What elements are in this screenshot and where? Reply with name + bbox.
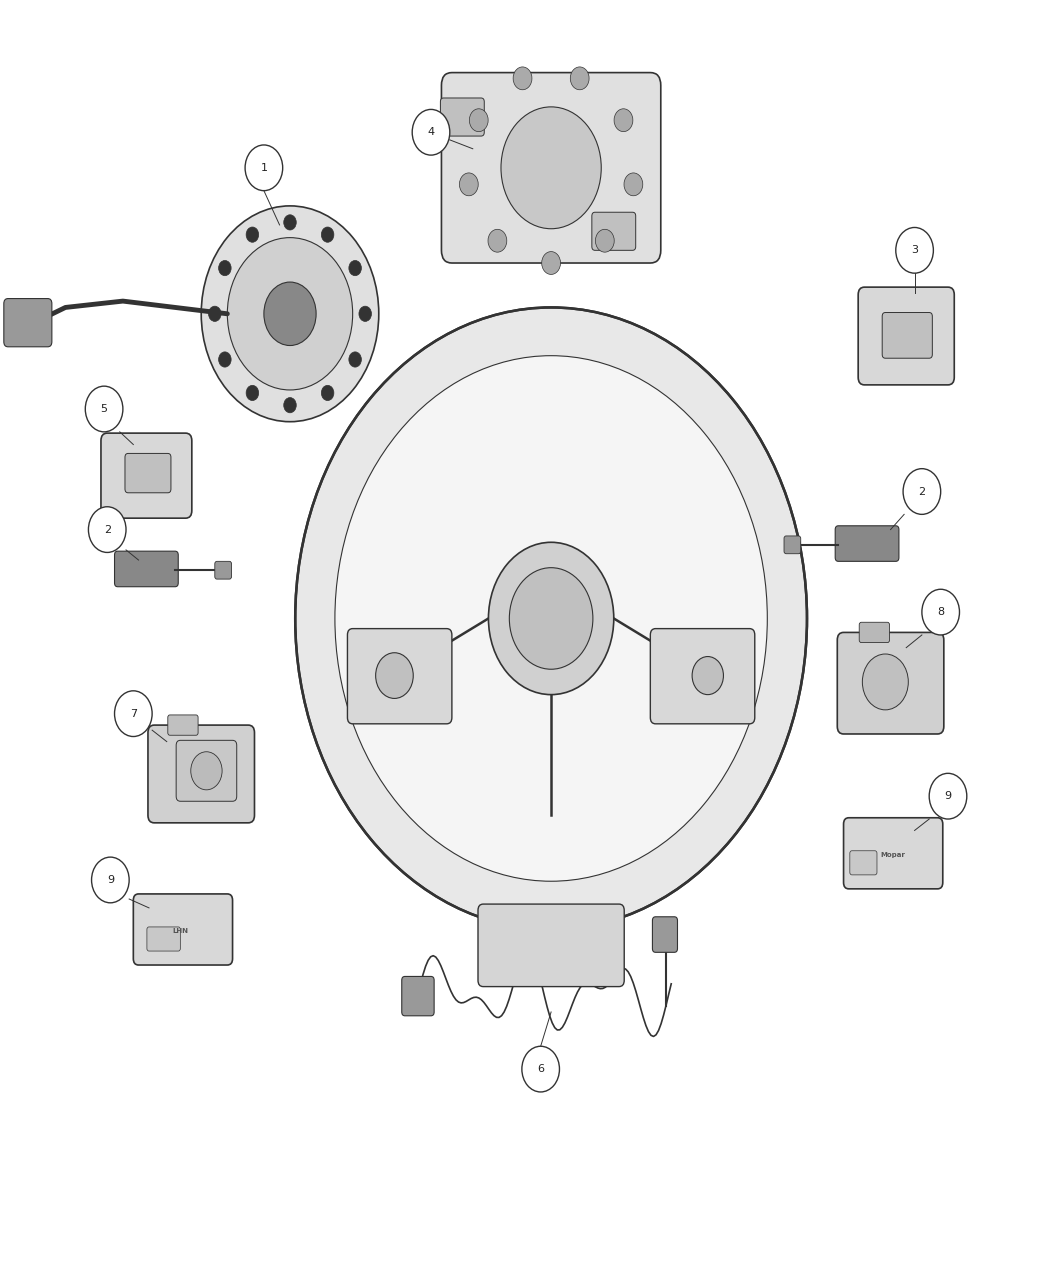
Text: 1: 1	[260, 163, 268, 173]
Circle shape	[595, 230, 614, 252]
Circle shape	[349, 260, 361, 275]
Circle shape	[295, 307, 807, 929]
Text: 8: 8	[938, 607, 944, 617]
FancyBboxPatch shape	[133, 894, 232, 965]
FancyBboxPatch shape	[101, 434, 192, 518]
Circle shape	[349, 352, 361, 367]
FancyBboxPatch shape	[650, 629, 755, 724]
Circle shape	[488, 542, 614, 695]
Circle shape	[245, 145, 282, 191]
Text: 3: 3	[911, 245, 918, 255]
FancyBboxPatch shape	[348, 629, 452, 724]
Circle shape	[469, 108, 488, 131]
Circle shape	[862, 654, 908, 710]
Circle shape	[509, 567, 593, 669]
FancyBboxPatch shape	[147, 927, 181, 951]
Text: 2: 2	[919, 487, 925, 496]
Circle shape	[513, 66, 532, 89]
FancyBboxPatch shape	[652, 917, 677, 952]
FancyBboxPatch shape	[837, 632, 944, 734]
Circle shape	[91, 857, 129, 903]
FancyBboxPatch shape	[125, 454, 171, 492]
Text: 9: 9	[107, 875, 113, 885]
FancyBboxPatch shape	[784, 536, 801, 553]
FancyBboxPatch shape	[215, 561, 231, 579]
Circle shape	[284, 398, 296, 413]
Text: 7: 7	[130, 709, 136, 719]
FancyBboxPatch shape	[843, 817, 943, 889]
Circle shape	[264, 282, 316, 346]
Circle shape	[460, 173, 478, 196]
Circle shape	[321, 385, 334, 400]
Circle shape	[692, 657, 723, 695]
FancyBboxPatch shape	[176, 741, 236, 801]
Circle shape	[542, 251, 561, 274]
FancyBboxPatch shape	[402, 977, 434, 1016]
FancyBboxPatch shape	[168, 715, 198, 736]
Circle shape	[246, 385, 258, 400]
Circle shape	[88, 506, 126, 552]
Text: 2: 2	[104, 524, 111, 534]
Circle shape	[614, 108, 633, 131]
Circle shape	[922, 589, 960, 635]
Text: 4: 4	[427, 128, 435, 138]
Circle shape	[413, 110, 449, 156]
Circle shape	[202, 205, 379, 422]
FancyBboxPatch shape	[440, 98, 484, 136]
Text: 5: 5	[101, 404, 107, 414]
Circle shape	[522, 1047, 560, 1091]
Text: Mopar: Mopar	[880, 852, 905, 858]
Circle shape	[359, 306, 372, 321]
Text: 6: 6	[538, 1065, 544, 1074]
Circle shape	[488, 230, 507, 252]
Circle shape	[903, 469, 941, 514]
Circle shape	[209, 306, 222, 321]
Circle shape	[218, 260, 231, 275]
FancyBboxPatch shape	[148, 725, 254, 822]
FancyBboxPatch shape	[849, 850, 877, 875]
FancyBboxPatch shape	[858, 287, 954, 385]
Text: LHN: LHN	[172, 928, 188, 933]
FancyBboxPatch shape	[592, 212, 635, 250]
Circle shape	[85, 386, 123, 432]
Circle shape	[114, 691, 152, 737]
Text: 9: 9	[944, 792, 951, 801]
Circle shape	[284, 214, 296, 230]
Circle shape	[191, 752, 223, 789]
Circle shape	[501, 107, 602, 228]
Circle shape	[624, 173, 643, 196]
FancyBboxPatch shape	[478, 904, 624, 987]
Circle shape	[376, 653, 414, 699]
FancyBboxPatch shape	[859, 622, 889, 643]
FancyBboxPatch shape	[114, 551, 178, 586]
Circle shape	[228, 237, 353, 390]
FancyBboxPatch shape	[882, 312, 932, 358]
Circle shape	[929, 774, 967, 819]
Circle shape	[896, 227, 933, 273]
Circle shape	[218, 352, 231, 367]
FancyBboxPatch shape	[441, 73, 660, 263]
FancyBboxPatch shape	[835, 525, 899, 561]
Circle shape	[246, 227, 258, 242]
FancyBboxPatch shape	[4, 298, 51, 347]
Circle shape	[570, 66, 589, 89]
Circle shape	[321, 227, 334, 242]
Circle shape	[335, 356, 768, 881]
